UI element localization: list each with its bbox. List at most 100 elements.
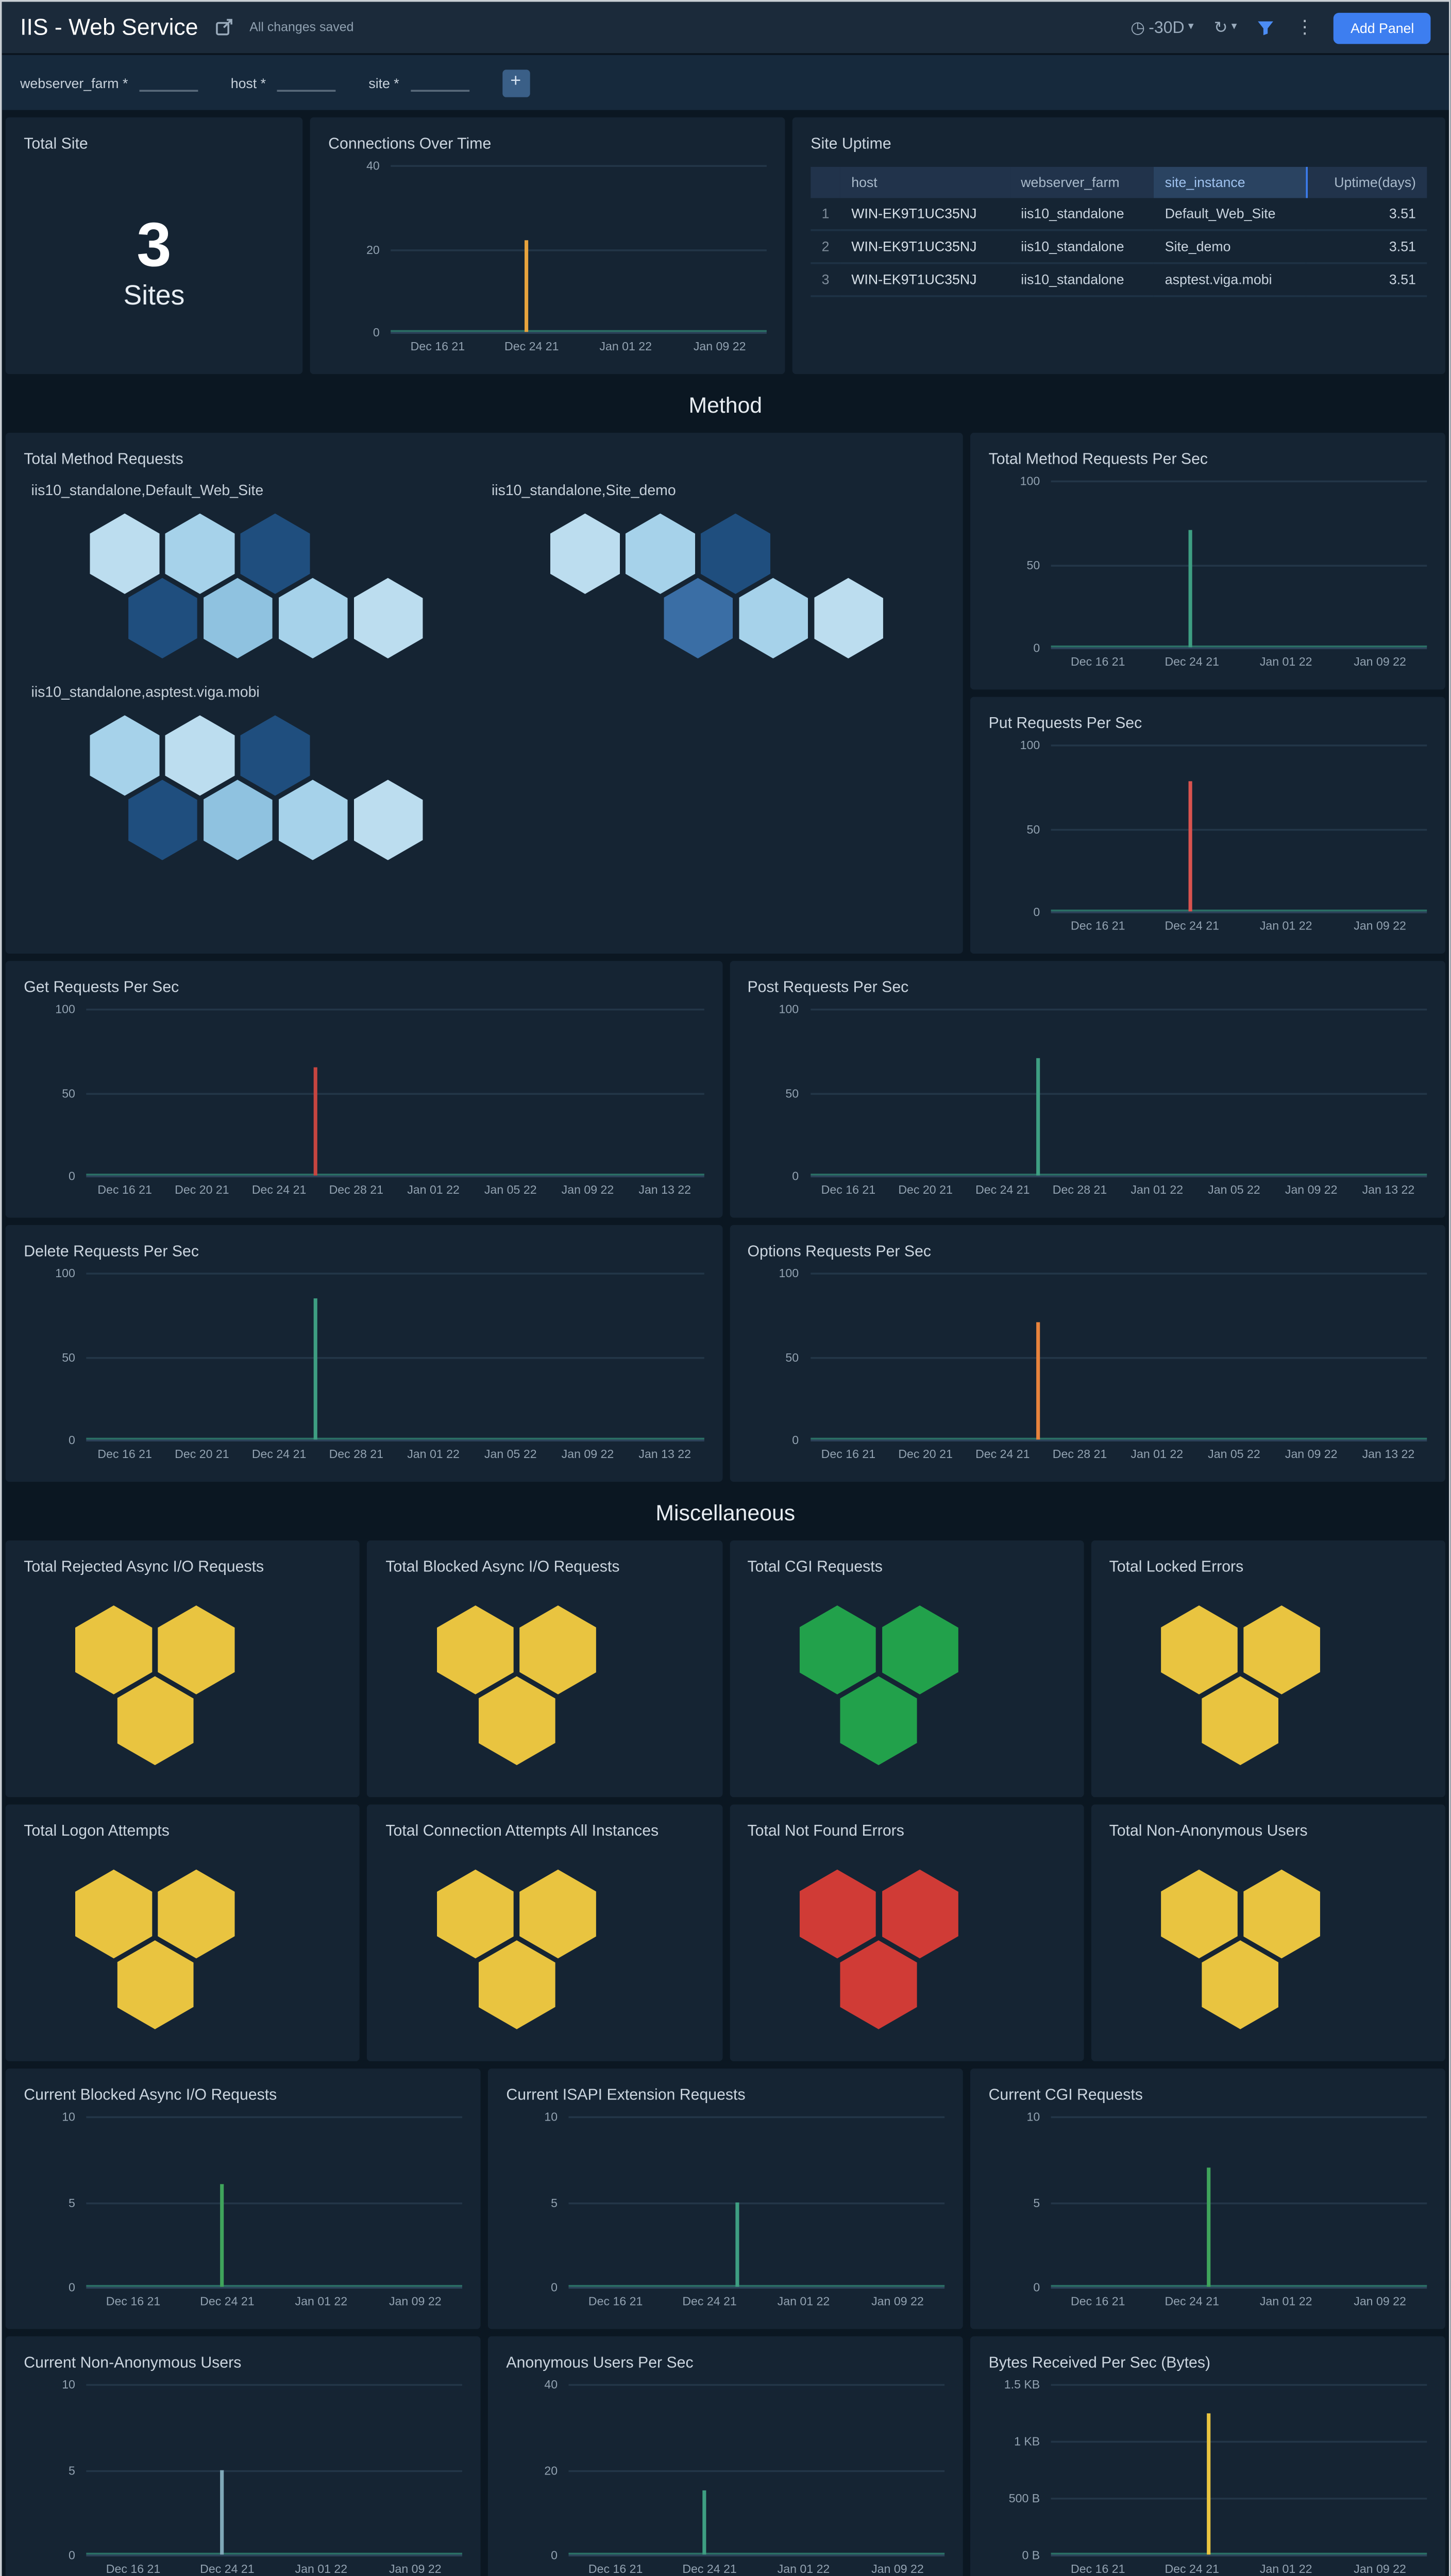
add-filter-button[interactable]: + xyxy=(502,69,530,96)
site-uptime-table: host webserver_farm site_instance Uptime(da… xyxy=(811,166,1427,297)
table-header-webserver_farm[interactable]: webserver_farm xyxy=(1009,166,1154,198)
x-tick-label: Jan 01 22 xyxy=(1259,2296,1312,2309)
hexagon-cell[interactable] xyxy=(127,779,197,860)
series-baseline xyxy=(1051,645,1427,648)
hexagon-cell[interactable] xyxy=(519,1605,597,1694)
host-input[interactable] xyxy=(277,73,336,92)
panel-title: Total Site xyxy=(24,133,88,152)
hexagon-cell[interactable] xyxy=(116,1940,194,2029)
hexagon-cell[interactable] xyxy=(203,578,273,658)
x-tick-label: Dec 20 21 xyxy=(175,1184,229,1198)
hexagon-cell[interactable] xyxy=(738,578,808,658)
x-tick-label: Jan 13 22 xyxy=(1362,1449,1415,1462)
hexagon-cell[interactable] xyxy=(1160,1869,1238,1959)
filter-webserver-farm: webserver_farm * xyxy=(20,73,198,92)
series-baseline xyxy=(86,2285,462,2287)
gridline xyxy=(568,2384,945,2386)
hexagon-cell[interactable] xyxy=(90,513,160,594)
table-header-site_instance[interactable]: site_instance xyxy=(1154,166,1308,198)
hexagon-cell[interactable] xyxy=(840,1676,917,1766)
hexagon-cell[interactable] xyxy=(158,1605,235,1694)
hexagon-cell[interactable] xyxy=(158,1869,235,1959)
hexagon-cell[interactable] xyxy=(1202,1676,1279,1766)
y-tick-label: 5 xyxy=(1033,2197,1040,2210)
save-status: All changes saved xyxy=(249,21,354,34)
refresh-control[interactable]: ↻ ▾ xyxy=(1214,19,1237,36)
gridline xyxy=(1051,2384,1427,2386)
panel-bytes-received: Bytes Received Per Sec (Bytes) 0 B 500 B 1… xyxy=(970,2336,1445,2576)
hexagon-cell[interactable] xyxy=(663,578,733,658)
hexagon-cell[interactable] xyxy=(240,513,310,594)
series-spike xyxy=(736,2201,740,2287)
kebab-menu-icon[interactable]: ⋮ xyxy=(1295,17,1314,38)
add-panel-button[interactable]: Add Panel xyxy=(1334,12,1431,43)
hexagon-cell[interactable] xyxy=(881,1869,958,1959)
hexagon-cell[interactable] xyxy=(437,1605,514,1694)
hexagon-cell[interactable] xyxy=(799,1605,876,1694)
hexagon-cell[interactable] xyxy=(165,513,235,594)
hexagon-cell[interactable] xyxy=(478,1676,555,1766)
hexagon-cell[interactable] xyxy=(1160,1605,1238,1694)
site-input[interactable] xyxy=(410,73,469,92)
hexagon-cell[interactable] xyxy=(75,1605,153,1694)
series-spike xyxy=(524,240,528,332)
hexagon-cell[interactable] xyxy=(840,1940,917,2029)
hexagon-cell[interactable] xyxy=(478,1940,555,2029)
chevron-down-icon: ▾ xyxy=(1188,22,1194,33)
hexagon-cell[interactable] xyxy=(353,779,423,860)
series-baseline xyxy=(1051,909,1427,912)
time-range-control[interactable]: ◷ -30D ▾ xyxy=(1131,19,1193,36)
gridline xyxy=(391,332,767,334)
panel-title: Total Non-Anonymous Users xyxy=(1109,1821,1308,1840)
gridline xyxy=(1051,564,1427,566)
hexagon-cell[interactable] xyxy=(881,1605,958,1694)
gridline xyxy=(568,2554,945,2556)
hexagon-cell[interactable] xyxy=(203,779,273,860)
hexagon-cell[interactable] xyxy=(127,578,197,658)
y-tick-label: 50 xyxy=(1026,823,1040,837)
hexagon-cell[interactable] xyxy=(1202,1940,1279,2029)
hexagon-cell[interactable] xyxy=(165,715,235,796)
x-tick-label: Jan 01 22 xyxy=(599,341,652,354)
hexagon-cell[interactable] xyxy=(700,513,770,594)
y-tick-label: 100 xyxy=(55,1268,75,1281)
panel-title: Total Locked Errors xyxy=(1109,1557,1244,1575)
x-tick-label: Dec 28 21 xyxy=(1052,1184,1107,1198)
webserver-farm-input[interactable] xyxy=(139,73,198,92)
hexagon-cell[interactable] xyxy=(278,578,348,658)
y-tick-label: 50 xyxy=(62,1351,75,1365)
y-tick-label: 50 xyxy=(785,1087,799,1100)
edit-dashboard-icon[interactable] xyxy=(215,19,233,37)
series-baseline xyxy=(568,2285,945,2287)
hexagon-cell[interactable] xyxy=(813,578,883,658)
y-tick-label: 0 xyxy=(373,327,380,341)
series-spike xyxy=(1036,1058,1040,1176)
hexagon-cell[interactable] xyxy=(625,513,696,594)
x-tick-label: Dec 16 21 xyxy=(588,2296,643,2309)
hexagon-cell[interactable] xyxy=(240,715,310,796)
x-tick-label: Jan 01 22 xyxy=(1131,1184,1184,1198)
hexagon-cell[interactable] xyxy=(353,578,423,658)
hexagon-cell[interactable] xyxy=(799,1869,876,1959)
filter-icon[interactable] xyxy=(1257,19,1276,37)
gridline xyxy=(1051,2441,1427,2443)
hexagon-cell[interactable] xyxy=(437,1869,514,1959)
hexagon-cell[interactable] xyxy=(90,715,160,796)
hexagon-cell[interactable] xyxy=(116,1676,194,1766)
table-header-host[interactable]: host xyxy=(840,166,1010,198)
table-cell: iis10_standalone xyxy=(1009,263,1154,297)
hexagon-cell[interactable] xyxy=(1243,1869,1320,1959)
honeycomb-group-label: iis10_standalone,Site_demo xyxy=(491,482,676,499)
hexagon-cell[interactable] xyxy=(550,513,620,594)
y-tick-label: 0 xyxy=(792,1171,799,1184)
time-range-label: -30D xyxy=(1149,17,1185,36)
x-tick-label: Jan 13 22 xyxy=(1362,1184,1415,1198)
hexagon-cell[interactable] xyxy=(519,1869,597,1959)
series-spike xyxy=(1036,1323,1040,1440)
x-tick-label: Dec 24 21 xyxy=(1165,2564,1219,2576)
honeycomb xyxy=(75,1869,235,2029)
table-header-Uptime(days)[interactable]: Uptime(days) xyxy=(1306,166,1427,198)
hexagon-cell[interactable] xyxy=(1243,1605,1320,1694)
hexagon-cell[interactable] xyxy=(278,779,348,860)
hexagon-cell[interactable] xyxy=(75,1869,153,1959)
